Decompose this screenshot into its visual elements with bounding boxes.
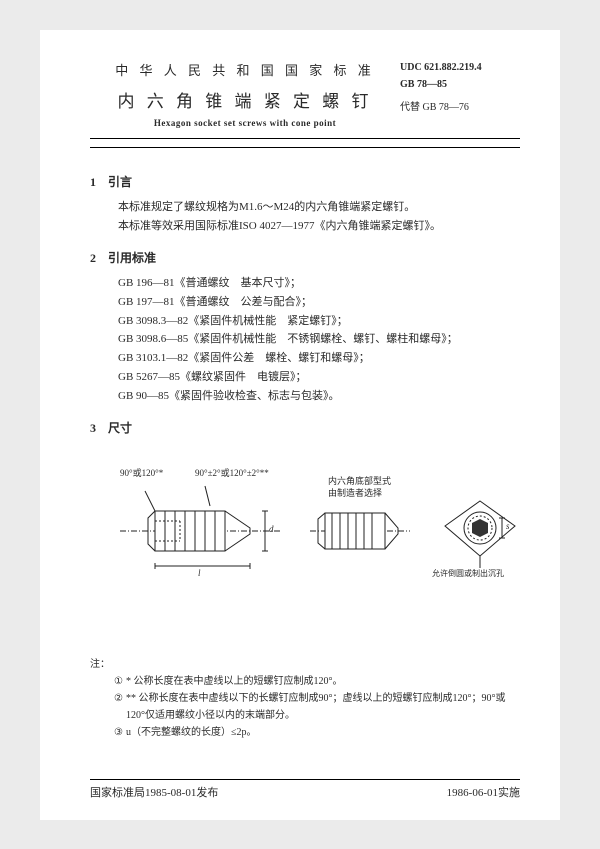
screw-diagram-svg (110, 456, 530, 586)
ref-item: GB 5267—85《螺纹紧固件 电镀层》； (118, 368, 520, 387)
section-3-heading: 3尺寸 (90, 419, 520, 436)
footnotes: 注： ① * 公称长度在表中虚线以上的短螺钉应制成120°。 ② ** 公称长度… (90, 656, 520, 741)
country-label: 中 华 人 民 共 和 国 国 家 标 准 (90, 60, 400, 79)
replace-code: 代替 GB 78—76 (400, 100, 520, 115)
udc-code: UDC 621.882.219.4 (400, 60, 520, 75)
angle-label-1: 90°或120°* (120, 466, 163, 479)
diagram-note-2: 由制造者选择 (328, 486, 382, 499)
title-chinese: 内 六 角 锥 端 紧 定 螺 钉 (90, 87, 400, 112)
section-2-heading: 2引用标准 (90, 249, 520, 266)
document-header: 中 华 人 民 共 和 国 国 家 标 准 内 六 角 锥 端 紧 定 螺 钉 … (90, 60, 520, 139)
technical-diagram: 90°或120°* 90°±2°或120°±2°** 内六角底部型式 由制造者选… (110, 456, 520, 586)
notes-heading: 注： (90, 659, 110, 670)
document-page: 中 华 人 民 共 和 国 国 家 标 准 内 六 角 锥 端 紧 定 螺 钉 … (40, 30, 560, 820)
header-rule (90, 147, 520, 148)
dim-d: d (269, 524, 274, 534)
note-item: ① * 公称长度在表中虚线以上的短螺钉应制成120°。 (114, 673, 520, 690)
note-item: ② ** 公称长度在表中虚线以下的长螺钉应制成90°；虚线以上的短螺钉应制成12… (114, 690, 520, 724)
footer-right: 1986-06-01实施 (447, 784, 520, 800)
angle-label-2: 90°±2°或120°±2°** (195, 466, 269, 479)
dim-l: l (198, 568, 201, 578)
footer-left: 国家标准局1985-08-01发布 (90, 784, 218, 800)
section-1-p1: 本标准规定了螺纹规格为M1.6～M24的内六角锥端紧定螺钉。 (118, 198, 520, 217)
note-item: ③ u（不完整螺纹的长度）≤2p。 (114, 724, 520, 741)
diagram-note-3: 允许倒圆或制出沉孔 (432, 568, 504, 579)
section-1-heading: 1引言 (90, 173, 520, 190)
gb-code: GB 78—85 (400, 77, 520, 92)
ref-item: GB 197—81《普通螺纹 公差与配合》； (118, 293, 520, 312)
document-footer: 国家标准局1985-08-01发布 1986-06-01实施 (90, 779, 520, 800)
reference-list: GB 196—81《普通螺纹 基本尺寸》； GB 197—81《普通螺纹 公差与… (118, 274, 520, 405)
ref-item: GB 3103.1—82《紧固件公差 螺栓、螺钉和螺母》； (118, 349, 520, 368)
title-english: Hexagon socket set screws with cone poin… (90, 118, 400, 128)
dim-s: s (506, 521, 510, 531)
ref-item: GB 196—81《普通螺纹 基本尺寸》； (118, 274, 520, 293)
ref-item: GB 3098.6—85《紧固件机械性能 不锈钢螺栓、螺钉、螺柱和螺母》； (118, 330, 520, 349)
ref-item: GB 90—85《紧固件验收检查、标志与包装》。 (118, 387, 520, 406)
section-1-p2: 本标准等效采用国际标准ISO 4027—1977《内六角锥端紧定螺钉》。 (118, 217, 520, 236)
ref-item: GB 3098.3—82《紧固件机械性能 紧定螺钉》； (118, 312, 520, 331)
